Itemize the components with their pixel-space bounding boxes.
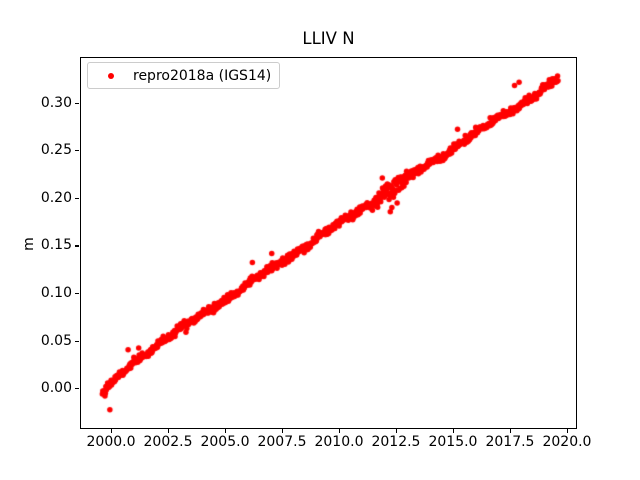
x-tick-label: 2017.5 [485,434,535,450]
x-tick-label: 2015.0 [428,434,478,450]
x-tick-label: 2005.0 [200,434,250,450]
chart-title: LLIV N [302,29,355,48]
legend: repro2018a (IGS14) [87,62,280,89]
y-tick-label: 0.15 [40,237,72,254]
x-tick-mark [168,429,170,433]
y-tick-mark [75,340,79,342]
legend-marker-dot-icon [108,72,114,79]
x-tick-mark [338,429,341,433]
y-tick-mark [75,150,79,152]
scatter-series-canvas [80,57,577,429]
x-tick-label: 2020.0 [542,434,592,450]
x-tick-mark [509,429,512,433]
x-tick-label: 2007.5 [257,434,307,450]
x-tick-mark [224,429,227,433]
x-tick-mark [395,429,398,433]
y-tick-mark [75,293,79,295]
y-tick-mark [75,197,79,200]
x-tick-mark [566,429,569,433]
x-tick-label: 2000.0 [86,434,136,450]
x-tick-label: 2012.5 [371,434,421,450]
y-tick-label: 0.00 [40,380,72,397]
y-tick-label: 0.05 [40,332,72,349]
x-tick-mark [281,429,284,433]
x-tick-mark [452,429,455,433]
y-tick-mark [75,102,79,104]
x-tick-label: 2002.5 [143,434,193,450]
y-tick-label: 0.20 [40,189,72,206]
y-tick-mark [75,388,79,390]
x-tick-mark [111,429,113,433]
y-tick-label: 0.25 [40,142,72,159]
legend-series-label: repro2018a (IGS14) [133,67,272,84]
y-tick-label: 0.10 [40,285,72,302]
x-tick-label: 2010.0 [314,434,364,450]
y-tick-mark [75,245,79,247]
y-tick-label: 0.30 [40,94,72,111]
